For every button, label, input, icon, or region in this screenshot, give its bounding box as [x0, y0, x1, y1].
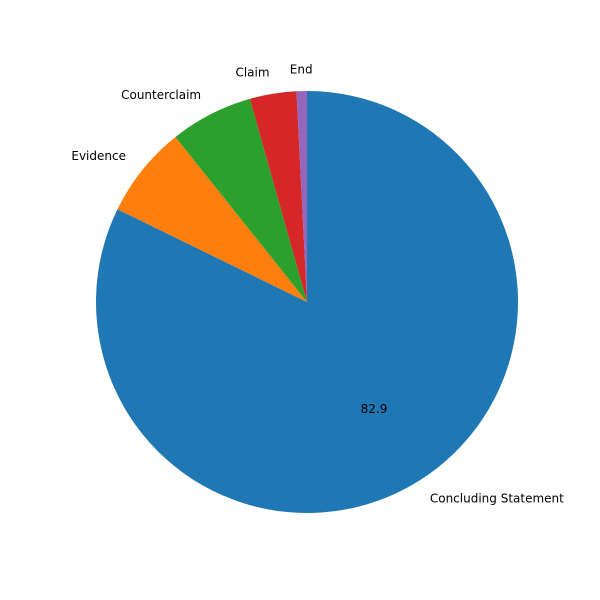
pie-slice-evidence	[117, 137, 308, 302]
slice-label-concluding-statement: Concluding Statement	[430, 491, 564, 505]
pie-slices	[96, 91, 519, 513]
value-label-concluding-statement: 82.9	[361, 402, 388, 416]
pie-slice-counterclaim	[175, 98, 307, 302]
slice-label-end: End	[290, 62, 313, 76]
pie-labels: Concluding Statement 82.9 Evidence Counterc…	[71, 62, 564, 505]
slice-label-evidence: Evidence	[71, 149, 126, 163]
pie-slice-concluding-statement	[96, 91, 519, 513]
slice-label-claim: Claim	[235, 65, 269, 79]
slice-label-counterclaim: Counterclaim	[121, 88, 201, 102]
pie-slice-claim	[249, 91, 307, 302]
pie-slice-end	[296, 91, 307, 302]
